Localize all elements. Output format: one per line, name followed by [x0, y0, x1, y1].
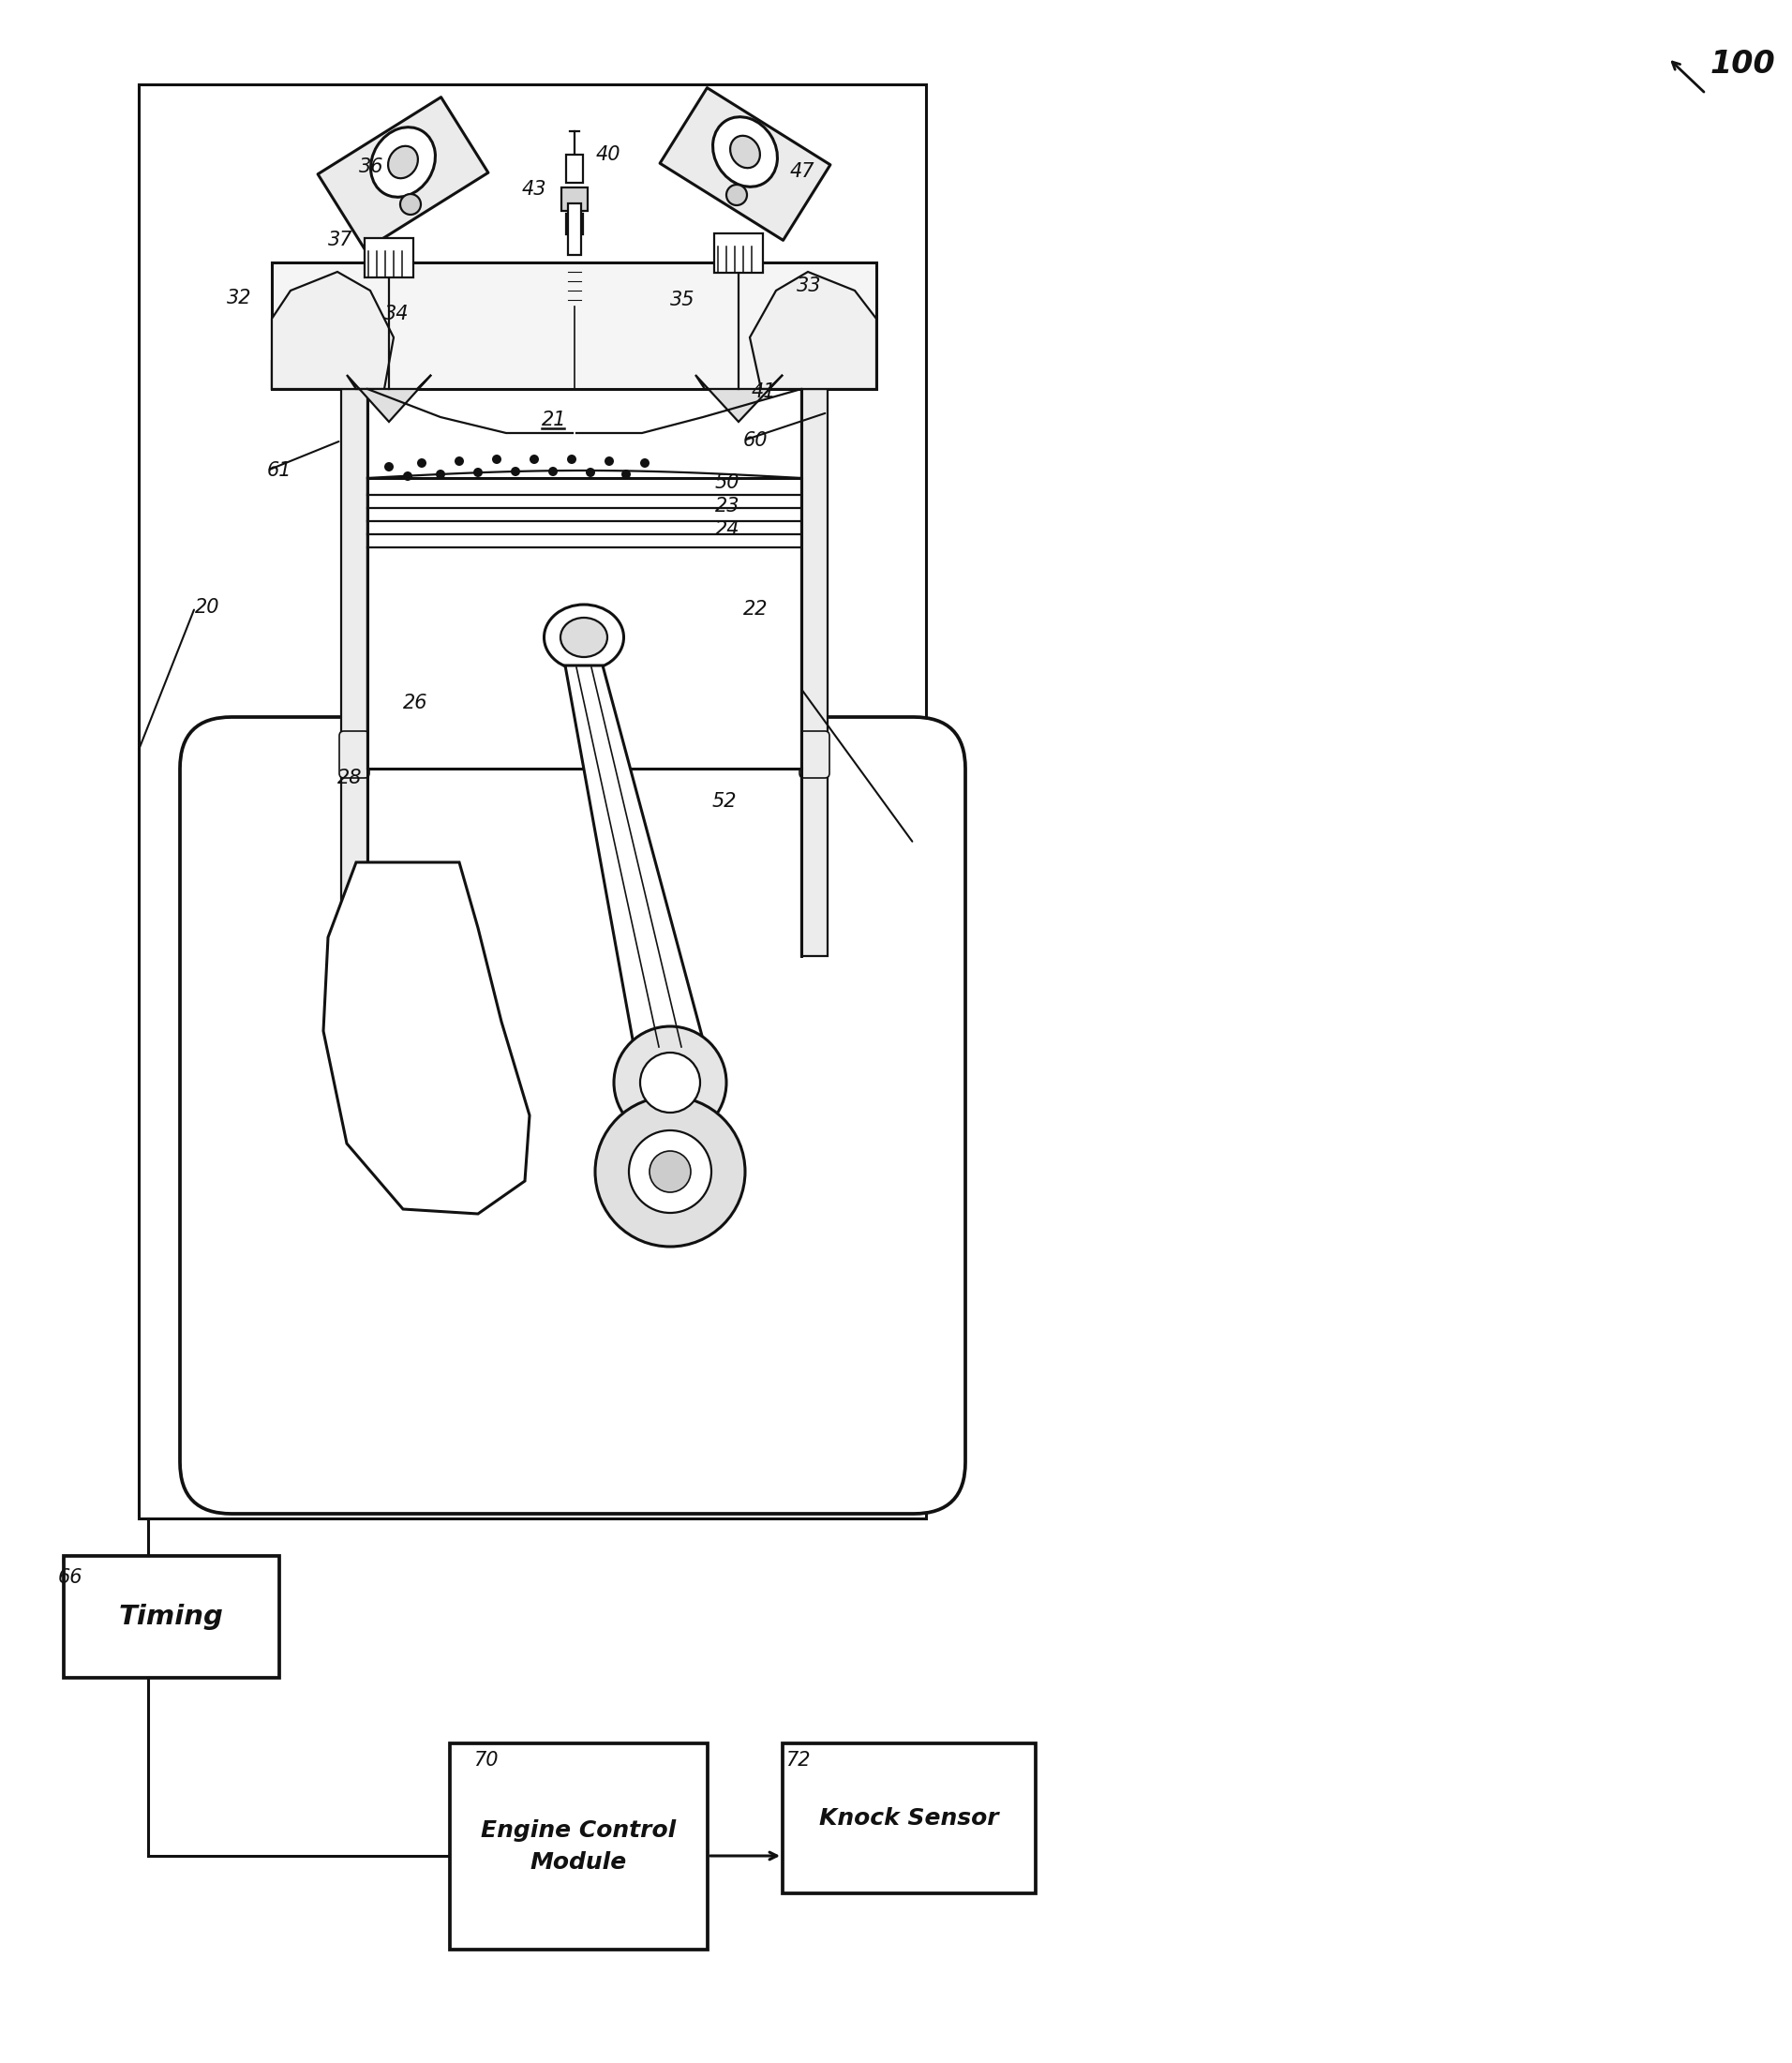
Ellipse shape: [726, 186, 747, 206]
Text: Knock Sensor: Knock Sensor: [819, 1807, 998, 1830]
Text: 41: 41: [751, 382, 776, 400]
Bar: [272, 262, 876, 390]
Ellipse shape: [772, 332, 842, 361]
Bar: [561, 188, 588, 210]
Text: 60: 60: [744, 431, 769, 450]
FancyBboxPatch shape: [339, 730, 369, 778]
Text: 33: 33: [797, 276, 821, 295]
Circle shape: [403, 472, 412, 481]
Ellipse shape: [545, 604, 624, 670]
Ellipse shape: [729, 136, 760, 167]
Polygon shape: [323, 862, 530, 1213]
Bar: [801, 390, 828, 769]
FancyBboxPatch shape: [179, 718, 966, 1514]
Text: 20: 20: [195, 598, 220, 617]
Text: 40: 40: [597, 144, 620, 165]
FancyBboxPatch shape: [799, 730, 830, 778]
Circle shape: [604, 456, 615, 466]
Text: 34: 34: [383, 305, 409, 324]
Text: 35: 35: [670, 291, 695, 309]
Bar: [138, 85, 926, 1518]
Ellipse shape: [389, 146, 418, 177]
Circle shape: [586, 468, 595, 477]
Text: 28: 28: [337, 769, 362, 788]
Circle shape: [595, 1098, 745, 1246]
Circle shape: [473, 468, 482, 477]
Text: Timing: Timing: [118, 1603, 224, 1630]
Text: 36: 36: [358, 157, 383, 175]
Ellipse shape: [561, 617, 607, 656]
Text: 24: 24: [715, 520, 740, 538]
Circle shape: [418, 458, 426, 468]
Ellipse shape: [371, 128, 435, 198]
Text: 32: 32: [228, 289, 251, 307]
Bar: [566, 215, 582, 235]
Circle shape: [435, 470, 444, 479]
Polygon shape: [272, 272, 394, 390]
Circle shape: [566, 454, 577, 464]
Polygon shape: [317, 97, 487, 250]
Circle shape: [649, 1151, 690, 1192]
Bar: [450, 1743, 708, 1950]
Bar: [340, 769, 367, 955]
Text: 50: 50: [715, 472, 740, 493]
Circle shape: [493, 454, 502, 464]
Ellipse shape: [400, 194, 421, 215]
Polygon shape: [695, 375, 783, 421]
Bar: [65, 1556, 280, 1677]
Bar: [783, 1743, 1036, 1894]
Text: 23: 23: [715, 497, 740, 516]
Circle shape: [615, 1027, 726, 1139]
Circle shape: [622, 470, 631, 479]
Circle shape: [640, 458, 649, 468]
Ellipse shape: [713, 118, 778, 188]
Polygon shape: [749, 272, 876, 390]
Text: 70: 70: [473, 1751, 498, 1770]
Text: 66: 66: [57, 1568, 82, 1586]
Text: 43: 43: [521, 179, 547, 198]
Text: 100: 100: [1710, 50, 1776, 80]
Text: 21: 21: [541, 411, 566, 429]
Text: 26: 26: [403, 693, 428, 712]
Circle shape: [530, 454, 539, 464]
Bar: [566, 155, 582, 184]
Bar: [340, 390, 367, 769]
Text: 22: 22: [744, 600, 769, 619]
Circle shape: [629, 1131, 711, 1213]
Ellipse shape: [303, 332, 373, 361]
Polygon shape: [659, 89, 830, 239]
Text: 72: 72: [785, 1751, 810, 1770]
Text: Engine Control
Module: Engine Control Module: [482, 1820, 676, 1873]
Circle shape: [640, 1052, 701, 1112]
Text: 47: 47: [790, 163, 815, 182]
Bar: [367, 479, 801, 769]
FancyBboxPatch shape: [715, 233, 763, 272]
Text: 37: 37: [328, 231, 353, 250]
Circle shape: [383, 462, 394, 472]
Bar: [568, 204, 581, 256]
Polygon shape: [348, 375, 432, 421]
FancyBboxPatch shape: [364, 237, 414, 276]
Circle shape: [455, 456, 464, 466]
Bar: [801, 769, 828, 955]
Circle shape: [548, 466, 557, 477]
Polygon shape: [564, 666, 706, 1116]
Bar: [272, 361, 342, 390]
Circle shape: [511, 466, 520, 477]
Text: 61: 61: [267, 462, 292, 481]
Text: 52: 52: [711, 792, 737, 811]
